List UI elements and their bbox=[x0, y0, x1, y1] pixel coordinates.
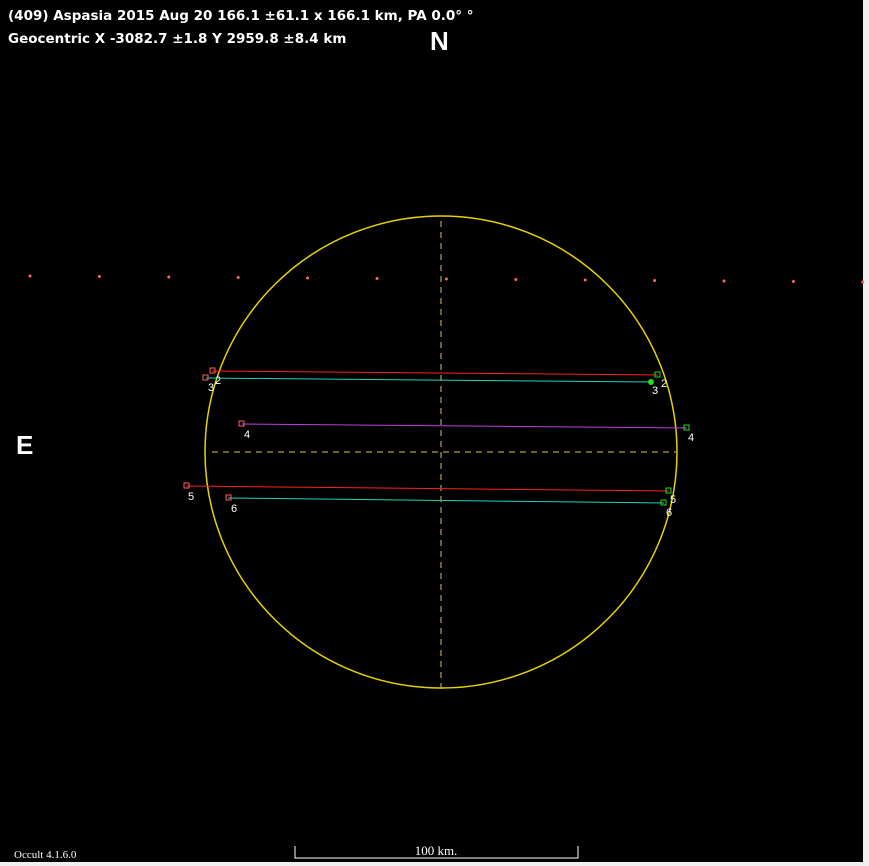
reappear-mark bbox=[654, 371, 661, 378]
chord-label: 3 bbox=[208, 382, 214, 394]
reappear-mark bbox=[683, 424, 690, 431]
chord-line bbox=[227, 497, 665, 504]
path-dots bbox=[28, 274, 865, 284]
chord-label: 2 bbox=[661, 378, 667, 390]
chord-2: 2 2 bbox=[209, 367, 667, 390]
scale-label: 100 km. bbox=[415, 843, 458, 858]
header-line-2: Geocentric X -3082.7 ±1.8 Y 2959.8 ±8.4 … bbox=[8, 31, 346, 47]
north-label: N bbox=[430, 26, 449, 56]
chord-line bbox=[241, 423, 688, 429]
reappear-mark bbox=[648, 379, 654, 385]
chord-5: 5 5 bbox=[183, 482, 676, 506]
chord-label: 4 bbox=[244, 429, 250, 441]
path-dot bbox=[653, 279, 657, 282]
disappear-mark bbox=[183, 482, 190, 489]
disappear-mark bbox=[238, 420, 245, 427]
chord-label: 6 bbox=[666, 507, 672, 519]
chord-line bbox=[185, 485, 670, 492]
path-dot bbox=[306, 276, 310, 280]
chord-line bbox=[211, 370, 659, 376]
chord-4: 4 4 bbox=[238, 420, 694, 444]
chord-label: 4 bbox=[688, 432, 694, 444]
disappear-mark bbox=[202, 374, 209, 381]
path-dot bbox=[375, 277, 379, 280]
header-line-1: (409) Aspasia 2015 Aug 20 166.1 ±61.1 x … bbox=[8, 8, 473, 24]
chord-3: 3 3 bbox=[202, 374, 658, 397]
disappear-mark bbox=[225, 494, 232, 501]
path-dot bbox=[861, 280, 865, 284]
chord-label: 3 bbox=[652, 385, 658, 397]
scale-bar bbox=[294, 846, 579, 859]
chord-6: 6 6 bbox=[225, 494, 672, 519]
path-dot bbox=[236, 276, 240, 279]
chord-label: 5 bbox=[188, 491, 194, 503]
path-dot bbox=[791, 280, 795, 283]
chord-label: 2 bbox=[215, 375, 221, 387]
path-dot bbox=[722, 279, 726, 283]
disappear-mark bbox=[209, 367, 216, 374]
chord-label: 6 bbox=[231, 503, 237, 515]
path-dot bbox=[97, 275, 101, 278]
path-dot bbox=[514, 278, 518, 281]
path-dot bbox=[444, 277, 448, 281]
east-label: E bbox=[16, 430, 33, 460]
path-dot bbox=[167, 275, 171, 279]
version-label: Occult 4.1.6.0 bbox=[14, 849, 77, 861]
reappear-mark bbox=[660, 499, 667, 506]
reappear-mark bbox=[665, 487, 672, 494]
chord-line bbox=[205, 377, 653, 383]
path-dot bbox=[28, 274, 32, 278]
chord-label: 5 bbox=[670, 494, 676, 506]
path-dot bbox=[583, 278, 587, 282]
